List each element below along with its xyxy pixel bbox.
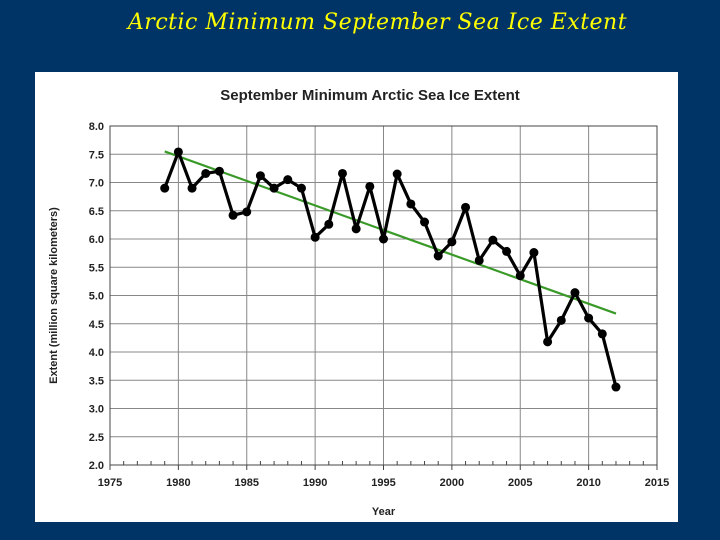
data-point bbox=[461, 202, 471, 212]
data-point bbox=[570, 288, 580, 298]
data-point bbox=[187, 183, 197, 193]
data-point bbox=[529, 248, 539, 258]
data-point bbox=[269, 183, 279, 193]
trend-line bbox=[164, 150, 617, 315]
x-tick-label: 2010 bbox=[576, 477, 600, 489]
x-tick-label: 2000 bbox=[440, 477, 464, 489]
x-tick-label: 1980 bbox=[166, 477, 190, 489]
data-point bbox=[488, 235, 498, 245]
data-point bbox=[406, 199, 416, 209]
data-point bbox=[324, 219, 334, 229]
data-point bbox=[502, 246, 512, 256]
x-axis-label: Year bbox=[372, 506, 396, 518]
y-tick-label: 6.5 bbox=[89, 206, 104, 218]
data-point bbox=[392, 169, 402, 179]
x-tick-label: 1985 bbox=[235, 477, 259, 489]
y-tick-label: 8.0 bbox=[89, 121, 104, 133]
y-tick-label: 2.0 bbox=[89, 460, 104, 472]
x-tick-label: 2015 bbox=[645, 477, 669, 489]
data-point bbox=[242, 207, 252, 217]
data-point bbox=[283, 175, 293, 185]
y-tick-label: 6.0 bbox=[89, 234, 104, 246]
data-point bbox=[228, 210, 238, 220]
data-point bbox=[584, 313, 594, 323]
data-point bbox=[611, 382, 621, 392]
line-chart: September Minimum Arctic Sea Ice Extent … bbox=[48, 87, 669, 518]
data-point bbox=[420, 217, 430, 227]
data-point bbox=[351, 224, 361, 234]
slide-title: Arctic Minimum September Sea Ice Extent bbox=[127, 10, 628, 35]
x-tick-label: 1975 bbox=[98, 477, 122, 489]
y-tick-label: 7.5 bbox=[89, 149, 104, 161]
data-point bbox=[365, 181, 375, 191]
y-tick-label: 5.5 bbox=[89, 262, 104, 274]
data-point bbox=[214, 166, 224, 176]
y-tick-label: 5.0 bbox=[89, 291, 104, 303]
x-tick-label: 2005 bbox=[508, 477, 532, 489]
data-point bbox=[201, 168, 211, 178]
data-point bbox=[433, 251, 443, 261]
data-point bbox=[173, 147, 183, 157]
data-point bbox=[556, 315, 566, 325]
y-tick-label: 4.5 bbox=[89, 319, 104, 331]
data-point bbox=[543, 337, 553, 347]
data-point bbox=[597, 329, 607, 339]
data-point bbox=[310, 232, 320, 242]
data-point bbox=[160, 183, 170, 193]
y-axis-label: Extent (million square kilometers) bbox=[48, 207, 60, 384]
chart-panel: September Minimum Arctic Sea Ice Extent … bbox=[35, 72, 678, 522]
data-point bbox=[515, 271, 525, 281]
extent-series-line bbox=[163, 150, 618, 388]
data-point bbox=[447, 237, 457, 247]
y-tick-label: 3.5 bbox=[89, 375, 104, 387]
y-tick-label: 4.0 bbox=[89, 347, 104, 359]
data-point bbox=[474, 255, 484, 265]
data-point bbox=[296, 183, 306, 193]
data-point bbox=[379, 234, 388, 244]
data-point bbox=[255, 171, 265, 181]
y-tick-label: 7.0 bbox=[89, 178, 104, 190]
y-tick-label: 3.0 bbox=[89, 404, 104, 416]
x-tick-label: 1990 bbox=[303, 477, 327, 489]
y-tick-label: 2.5 bbox=[89, 432, 104, 444]
chart-title: September Minimum Arctic Sea Ice Extent bbox=[220, 87, 520, 104]
data-point bbox=[337, 168, 347, 178]
x-tick-label: 1995 bbox=[371, 477, 395, 489]
